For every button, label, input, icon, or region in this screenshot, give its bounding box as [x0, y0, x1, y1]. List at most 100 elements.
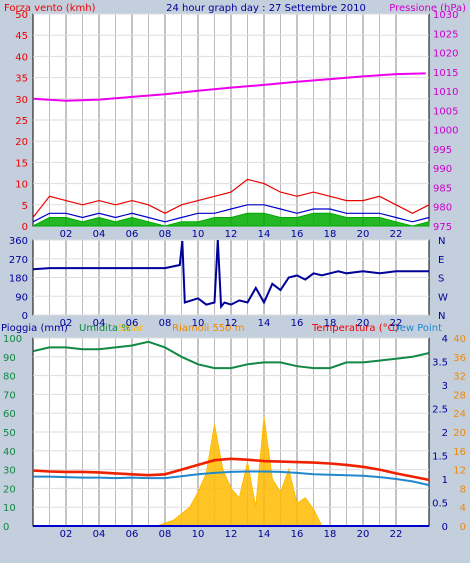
x-tick-label: 02: [60, 318, 73, 329]
x-tick-label: 20: [357, 229, 370, 240]
series-dew_point: [33, 470, 430, 487]
x-tick-label: 16: [291, 529, 304, 540]
legend-temperature: Temperatura (°C): [311, 323, 399, 334]
humidity-tick-label: 80: [3, 372, 16, 383]
pressure-tick-label: 985: [433, 183, 452, 194]
x-tick-label: 16: [291, 229, 304, 240]
direction-tick-label: 270: [9, 255, 28, 266]
x-tick-label: 12: [225, 529, 238, 540]
series-wind_avg: [32, 204, 430, 223]
x-tick-label: 22: [390, 229, 403, 240]
x-tick-label: 08: [159, 529, 172, 540]
humidity-tick-label: 40: [3, 447, 16, 458]
pressure-tick-label: 980: [433, 203, 452, 214]
series-layer: [32, 72, 430, 527]
temperature-tick-label: 4: [460, 503, 466, 514]
temperature-tick-label: 24: [453, 409, 466, 420]
wind-tick-label: 40: [15, 52, 28, 63]
pressure-tick-label: 975: [433, 222, 452, 233]
x-tick-label: 16: [291, 318, 304, 329]
direction-tick-label: 90: [15, 292, 28, 303]
rain-tick-label: 1: [442, 475, 448, 486]
compass-tick-label: N: [438, 236, 445, 247]
x-tick-label: 02: [60, 229, 73, 240]
temperature-tick-label: 32: [453, 372, 466, 383]
x-tick-label: 08: [159, 229, 172, 240]
pressure-tick-label: 1010: [433, 87, 458, 98]
x-tick-label: 18: [324, 529, 337, 540]
pressure-tick-label: 1030: [433, 10, 458, 21]
series-humidity: [32, 340, 430, 370]
humidity-tick-label: 100: [3, 334, 22, 345]
wind-tick-label: 50: [15, 10, 28, 21]
x-tick-label: 12: [225, 318, 238, 329]
wind-tick-label: 15: [15, 158, 28, 169]
series-wind_gust: [32, 178, 430, 218]
compass-tick-label: N: [438, 311, 445, 322]
temperature-tick-label: 12: [453, 466, 466, 477]
pressure-tick-label: 1005: [433, 106, 458, 117]
rain-tick-label: 0.5: [432, 499, 448, 510]
temperature-tick-label: 16: [453, 447, 466, 458]
x-tick-label: 22: [390, 529, 403, 540]
series-temperature: [32, 457, 430, 482]
x-tick-label: 06: [126, 229, 139, 240]
chart-title: 24 hour graph day : 27 Settembre 2010: [166, 3, 366, 14]
pressure-tick-label: 1000: [433, 126, 458, 137]
rain-tick-label: 4: [442, 334, 448, 345]
x-tick-label: 04: [93, 529, 106, 540]
series-wind_speed_fill: [32, 212, 430, 227]
x-tick-label: 02: [60, 529, 73, 540]
x-tick-label: 10: [192, 529, 205, 540]
temperature-tick-label: 8: [460, 484, 466, 495]
x-tick-label: 14: [258, 529, 271, 540]
x-tick-label: 06: [126, 318, 139, 329]
direction-tick-label: 180: [9, 274, 28, 285]
wind-tick-label: 0: [22, 222, 28, 233]
pressure-tick-label: 995: [433, 145, 452, 156]
series-wind-direction: [32, 239, 429, 310]
humidity-tick-label: 90: [3, 353, 16, 364]
pressure-axis-title: Pressione (hPa): [389, 3, 466, 14]
legend-rain: Pioggia (mm): [1, 323, 68, 334]
x-tick-label: 18: [324, 229, 337, 240]
humidity-tick-label: 10: [3, 503, 16, 514]
rain-tick-label: 1.5: [432, 452, 448, 463]
legend-solar: Solar: [118, 323, 144, 334]
pressure-tick-label: 1020: [433, 49, 458, 60]
temperature-tick-label: 20: [453, 428, 466, 439]
x-tick-label: 10: [192, 229, 205, 240]
compass-tick-label: E: [438, 255, 444, 266]
x-tick-label: 10: [192, 318, 205, 329]
humidity-tick-label: 70: [3, 390, 16, 401]
humidity-tick-label: 0: [3, 522, 9, 533]
pressure-tick-label: 990: [433, 164, 452, 175]
series-pressure: [32, 72, 426, 102]
legend-dew-point: Dew Point: [392, 323, 442, 334]
x-tick-label: 22: [390, 318, 403, 329]
wind-tick-label: 5: [22, 201, 28, 212]
wind-tick-label: 35: [15, 74, 28, 85]
x-tick-label: 20: [357, 318, 370, 329]
wind-tick-label: 30: [15, 95, 28, 106]
rain-tick-label: 0: [442, 522, 448, 533]
wind-tick-label: 20: [15, 137, 28, 148]
direction-tick-label: 0: [22, 311, 28, 322]
humidity-tick-label: 50: [3, 428, 16, 439]
legend-humidity: Umidita %: [79, 323, 131, 334]
compass-tick-label: W: [438, 292, 448, 303]
x-tick-label: 14: [258, 318, 271, 329]
x-tick-label: 14: [258, 229, 271, 240]
x-tick-label: 20: [357, 529, 370, 540]
x-tick-label: 04: [93, 229, 106, 240]
humidity-tick-label: 20: [3, 484, 16, 495]
rain-tick-label: 3.5: [432, 358, 448, 369]
rain-tick-label: 2: [442, 428, 448, 439]
temperature-tick-label: 40: [453, 334, 466, 345]
direction-tick-label: 360: [9, 236, 28, 247]
wind-tick-label: 25: [15, 116, 28, 127]
x-tick-label: 18: [324, 318, 337, 329]
x-tick-label: 06: [126, 529, 139, 540]
